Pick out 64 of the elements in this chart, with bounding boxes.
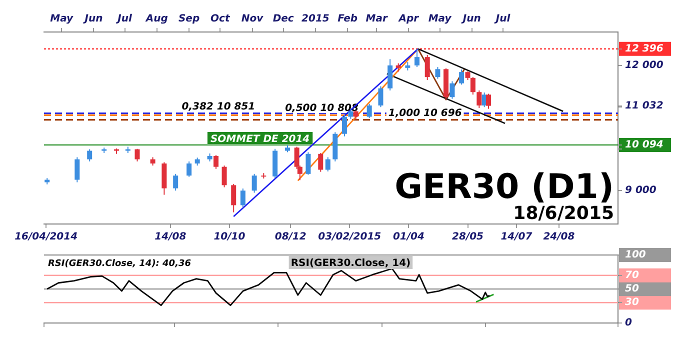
x-tick-label: 01/04 <box>392 232 424 243</box>
y-tick-label: 100 <box>625 250 646 261</box>
x2-tick-label: May <box>428 14 452 25</box>
candlestick <box>450 80 455 100</box>
y-tick-label: 10 094 <box>625 140 664 151</box>
candlestick <box>240 188 246 208</box>
x2-tick-label: Apr <box>398 14 420 25</box>
candlestick <box>173 173 178 192</box>
candlestick <box>414 48 420 68</box>
y-tick-label: 30 <box>625 297 639 308</box>
ref-line-label: 1,000 10 696 <box>388 108 462 119</box>
candlestick <box>325 156 330 172</box>
candlestick <box>476 90 482 108</box>
chart-title: RSI(GER30.Close, 14) <box>290 258 411 269</box>
ref-line-label: 0,382 10 851 <box>182 101 256 112</box>
x2-tick-label: Nov <box>241 14 264 25</box>
x2-tick-label: Mar <box>366 14 388 25</box>
y-tick-label: 12 396 <box>625 43 664 54</box>
candlestick <box>252 173 257 194</box>
x-tick-label: 16/04/2014 <box>14 232 78 243</box>
candlestick <box>306 152 311 176</box>
x-tick-label: 24/08 <box>543 232 575 243</box>
x-tick-label: 10/10 <box>214 232 246 243</box>
x-tick-label: 03/02/2015 <box>318 232 382 243</box>
ref-line-label: SOMMET DE 2014 <box>210 134 310 145</box>
x2-tick-label: Sep <box>178 14 200 25</box>
candlestick <box>388 58 393 91</box>
candlestick <box>435 66 440 80</box>
x-tick-label: 08/12 <box>274 232 306 243</box>
candlestick <box>424 54 430 80</box>
candlestick <box>231 183 236 213</box>
x2-tick-label: Dec <box>272 14 294 25</box>
x-tick-label: 14/07 <box>500 232 532 243</box>
candlestick <box>134 148 140 162</box>
candlestick <box>318 152 324 172</box>
y-tick-label: 9 000 <box>625 185 656 196</box>
candlestick <box>186 160 192 178</box>
candlestick <box>378 86 384 108</box>
candlestick <box>222 165 227 188</box>
candlestick <box>74 156 80 183</box>
y-tick-label: 12 000 <box>625 60 664 71</box>
x2-tick-label: Oct <box>210 14 231 25</box>
candlestick <box>366 103 372 118</box>
candlestick <box>459 69 464 86</box>
y-tick-label: 70 <box>625 270 639 281</box>
x-tick-label: 28/05 <box>452 232 484 243</box>
y-tick-label: 0 <box>625 318 632 329</box>
candlestick <box>342 114 347 137</box>
x2-tick-label: Aug <box>144 14 168 25</box>
x2-tick-label: Feb <box>338 14 358 25</box>
x2-tick-label: Jun <box>460 14 481 25</box>
x2-tick-label: Jul <box>116 14 133 25</box>
x2-tick-label: May <box>50 14 74 25</box>
candlestick <box>486 93 491 110</box>
candlestick <box>213 154 218 170</box>
annotation: RSI(GER30.Close, 14): 40,36 <box>48 259 192 269</box>
y-tick-label: 11 032 <box>625 100 664 112</box>
x-tick-label: 14/08 <box>154 232 186 243</box>
y-tick-label: 50 <box>625 284 639 295</box>
candlestick <box>87 148 92 162</box>
x2-tick-label: Jul <box>494 14 511 25</box>
x2-tick-label: Jun <box>82 14 103 25</box>
candlestick <box>470 76 476 96</box>
x2-tick-label: 2015 <box>302 14 330 25</box>
